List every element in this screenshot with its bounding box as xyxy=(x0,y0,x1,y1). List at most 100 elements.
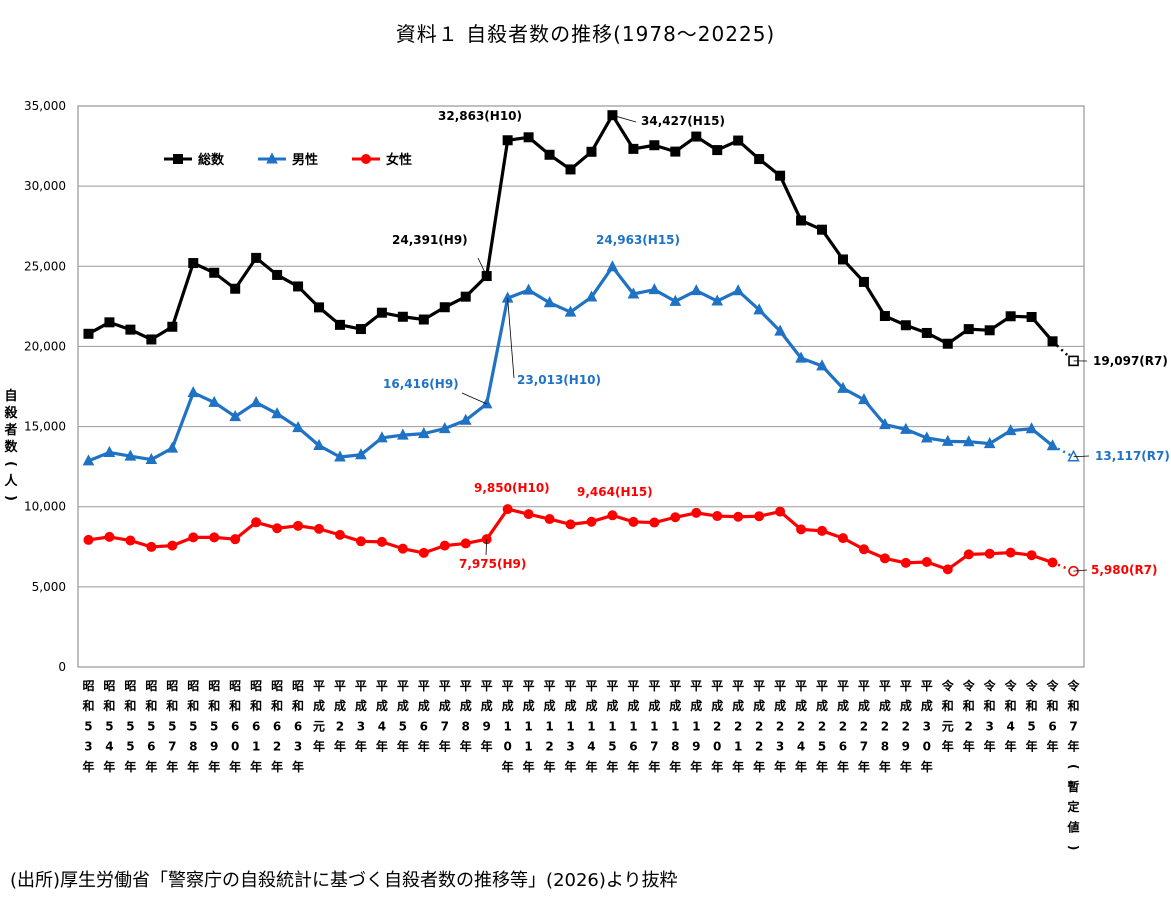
svg-text:昭: 昭 xyxy=(187,679,199,693)
y-tick-label: 0 xyxy=(58,660,66,674)
svg-text:平: 平 xyxy=(774,679,786,693)
svg-text:年: 年 xyxy=(565,759,577,774)
y-axis-label: ( xyxy=(3,461,18,467)
data-point xyxy=(188,258,199,269)
svg-text:2: 2 xyxy=(734,719,742,733)
data-point xyxy=(145,452,158,465)
y-axis-label: 者 xyxy=(3,422,17,438)
svg-text:3: 3 xyxy=(776,740,784,754)
svg-text:平: 平 xyxy=(753,679,765,693)
data-point xyxy=(376,307,387,318)
svg-text:年: 年 xyxy=(250,759,262,774)
annotation-leader xyxy=(1073,569,1088,572)
data-point xyxy=(502,135,513,146)
svg-text:4: 4 xyxy=(1006,719,1014,733)
data-point xyxy=(858,276,869,287)
svg-text:5: 5 xyxy=(126,740,134,754)
svg-text:1: 1 xyxy=(587,719,595,733)
data-point xyxy=(83,534,94,545)
svg-text:年: 年 xyxy=(921,759,933,774)
data-point xyxy=(775,506,786,517)
svg-text:平: 平 xyxy=(711,679,723,693)
svg-text:昭: 昭 xyxy=(292,679,304,693)
data-point xyxy=(565,164,576,175)
svg-text:平: 平 xyxy=(921,679,933,693)
svg-text:3: 3 xyxy=(923,719,931,733)
data-point xyxy=(796,215,807,226)
data-point xyxy=(543,296,556,308)
data-point xyxy=(753,303,765,315)
data-label: 9,850(H10) xyxy=(474,481,550,495)
data-point xyxy=(334,319,345,330)
x-tick-label: 平成 2 9 年 xyxy=(900,679,912,774)
svg-text:4: 4 xyxy=(378,719,386,733)
svg-text:成: 成 xyxy=(502,698,514,713)
svg-text:和: 和 xyxy=(144,698,157,713)
y-tick-label: 30,000 xyxy=(24,179,66,193)
data-point xyxy=(691,507,702,518)
svg-text:1: 1 xyxy=(524,740,532,754)
svg-text:年: 年 xyxy=(124,759,136,774)
svg-text:平: 平 xyxy=(565,679,577,693)
data-label: 16,416(H9) xyxy=(383,377,459,391)
y-axis-label: 殺 xyxy=(3,405,18,421)
svg-text:9: 9 xyxy=(692,740,700,754)
data-point xyxy=(691,131,702,142)
y-tick-label: 20,000 xyxy=(24,339,66,353)
svg-text:令: 令 xyxy=(983,678,997,693)
x-tick-label: 昭和 6 3 年 xyxy=(291,679,304,774)
svg-text:平: 平 xyxy=(606,679,618,693)
svg-text:2: 2 xyxy=(755,740,763,754)
svg-text:): ) xyxy=(1067,845,1081,850)
svg-text:1: 1 xyxy=(503,719,511,733)
data-point xyxy=(292,421,304,433)
svg-text:平: 平 xyxy=(900,679,912,693)
data-point xyxy=(125,535,136,546)
data-point xyxy=(586,516,597,527)
legend-marker xyxy=(361,154,371,164)
data-point xyxy=(83,328,94,339)
svg-text:6: 6 xyxy=(273,719,281,733)
svg-text:9: 9 xyxy=(483,719,491,733)
svg-text:年: 年 xyxy=(145,759,157,774)
svg-text:年: 年 xyxy=(439,739,451,754)
data-point xyxy=(167,540,178,551)
svg-text:成: 成 xyxy=(606,698,618,713)
svg-text:昭: 昭 xyxy=(229,679,241,693)
data-point xyxy=(166,441,179,453)
data-point xyxy=(858,393,870,405)
data-point xyxy=(1046,439,1059,451)
svg-text:年: 年 xyxy=(523,759,535,774)
svg-text:定: 定 xyxy=(1068,799,1080,814)
svg-text:年: 年 xyxy=(292,759,304,774)
legend-marker xyxy=(266,152,278,164)
svg-text:平: 平 xyxy=(544,679,556,693)
svg-text:6: 6 xyxy=(294,719,302,733)
svg-text:2: 2 xyxy=(776,719,784,733)
svg-text:年: 年 xyxy=(774,759,786,774)
annotation-leader xyxy=(507,298,515,379)
svg-text:年: 年 xyxy=(1026,739,1038,754)
svg-text:年: 年 xyxy=(1005,739,1017,754)
svg-text:1: 1 xyxy=(650,719,658,733)
data-point xyxy=(187,386,200,398)
data-point xyxy=(565,519,576,530)
data-point xyxy=(125,324,136,335)
svg-text:5: 5 xyxy=(399,719,407,733)
svg-text:2: 2 xyxy=(273,740,281,754)
svg-text:1: 1 xyxy=(608,719,616,733)
svg-text:5: 5 xyxy=(818,740,826,754)
svg-text:年: 年 xyxy=(460,739,472,754)
x-tick-label: 平成 3 0 年 xyxy=(921,679,933,774)
data-point xyxy=(293,281,304,292)
data-point xyxy=(732,284,745,296)
svg-text:5: 5 xyxy=(210,719,218,733)
data-point xyxy=(754,154,765,165)
svg-text:年: 年 xyxy=(711,759,723,774)
svg-text:成: 成 xyxy=(690,698,702,713)
svg-text:6: 6 xyxy=(420,719,428,733)
svg-text:4: 4 xyxy=(105,740,113,754)
x-tick-label: 昭和 5 5 年 xyxy=(123,679,136,774)
data-point xyxy=(1005,311,1016,322)
data-point xyxy=(670,512,681,523)
